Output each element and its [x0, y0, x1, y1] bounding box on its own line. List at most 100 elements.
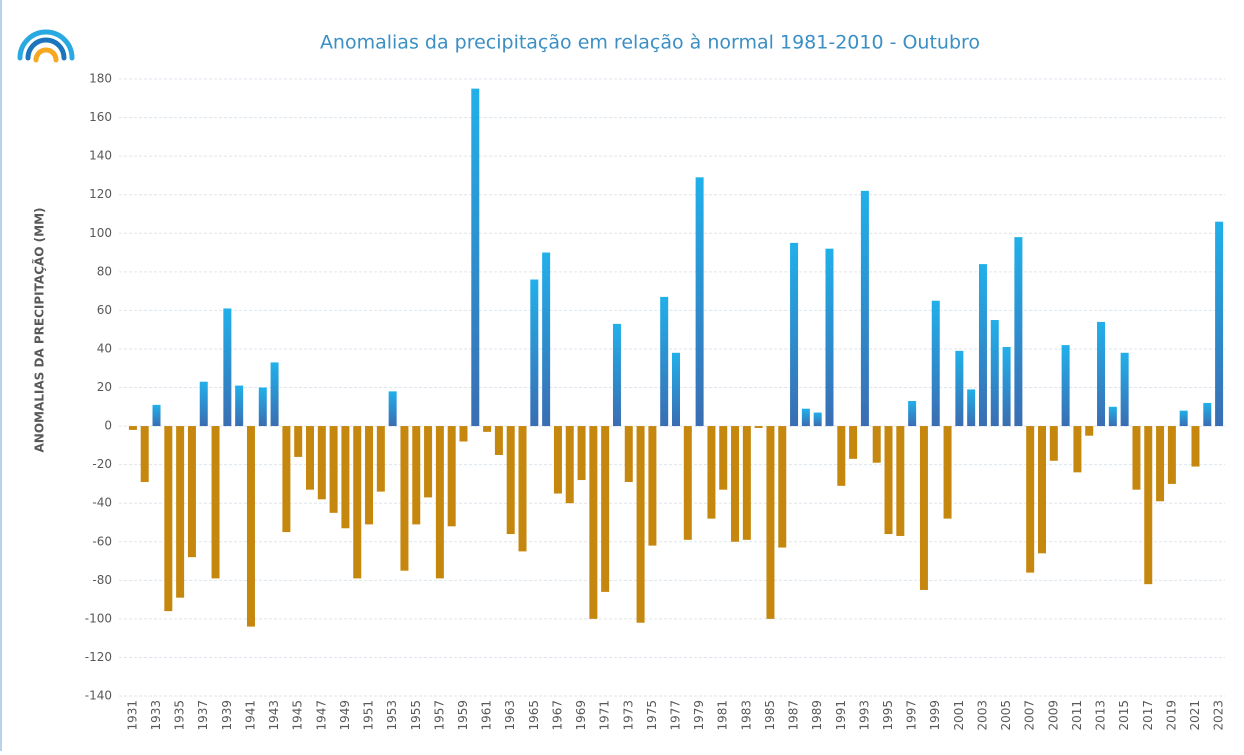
y-tick-label: 160 — [89, 110, 112, 124]
bar — [943, 426, 952, 519]
x-tick-label: 1931 — [125, 700, 139, 731]
x-tick-label: 1939 — [220, 700, 234, 731]
bar — [601, 426, 610, 592]
bar — [152, 404, 161, 427]
x-tick-label: 1993 — [857, 700, 871, 731]
x-tick-label: 1955 — [409, 700, 423, 731]
x-tick-label: 1997 — [905, 700, 919, 731]
bar — [1156, 426, 1165, 502]
x-tick-label: 1981 — [716, 700, 730, 731]
bar — [1061, 345, 1070, 427]
x-tick-label: 2015 — [1117, 700, 1131, 731]
x-tick-label: 1943 — [267, 700, 281, 731]
x-tick-label: 1953 — [385, 700, 399, 731]
x-tick-label: 1987 — [787, 700, 801, 731]
x-tick-label: 2013 — [1094, 700, 1108, 731]
x-tick-label: 1985 — [763, 700, 777, 731]
bar — [223, 308, 232, 427]
bar — [246, 426, 255, 627]
bar — [931, 300, 940, 427]
bar — [896, 426, 905, 536]
bar — [884, 426, 893, 535]
bar — [636, 426, 645, 623]
y-tick-label: -120 — [85, 650, 112, 664]
y-tick-label: -60 — [92, 534, 112, 548]
bar — [813, 412, 822, 427]
bar — [1014, 237, 1023, 427]
bar — [128, 426, 137, 430]
bar — [1049, 426, 1058, 461]
x-tick-label: 2017 — [1141, 700, 1155, 731]
y-tick-label: 120 — [89, 187, 112, 201]
bar — [187, 426, 196, 558]
y-tick-label: -20 — [92, 457, 112, 471]
bar — [872, 426, 881, 463]
x-tick-label: 2005 — [999, 700, 1013, 731]
bar — [317, 426, 326, 500]
chart-title: Anomalias da precipitação em relação à n… — [320, 32, 980, 54]
bar — [329, 426, 338, 513]
x-tick-label: 1935 — [173, 700, 187, 731]
x-tick-label: 2021 — [1188, 700, 1202, 731]
x-tick-label: 1961 — [480, 700, 494, 731]
bar — [270, 362, 279, 427]
x-tick-label: 1965 — [527, 700, 541, 731]
bar — [955, 350, 964, 427]
bar — [860, 190, 869, 427]
x-tick-label: 1989 — [810, 700, 824, 731]
bar — [1191, 426, 1200, 467]
x-tick-label: 1991 — [834, 700, 848, 731]
bar — [695, 177, 704, 427]
bar — [483, 426, 492, 432]
bar — [1167, 426, 1176, 484]
bar — [400, 426, 409, 571]
bar — [707, 426, 716, 519]
x-tick-label: 1973 — [621, 700, 635, 731]
bar — [577, 426, 586, 481]
bar — [388, 391, 397, 427]
x-tick-label: 1967 — [550, 700, 564, 731]
x-tick-label: 2019 — [1164, 700, 1178, 731]
bar — [624, 426, 633, 482]
bar — [1132, 426, 1141, 490]
bar — [1038, 426, 1046, 554]
x-tick-label: 2003 — [975, 700, 989, 731]
bar — [1097, 321, 1106, 427]
bar — [353, 426, 362, 579]
bar — [365, 426, 374, 525]
bar — [1215, 221, 1224, 427]
y-axis-label: ANOMALIAS DA PRECIPITAÇÃO (MM) — [32, 207, 47, 452]
bar — [801, 408, 810, 427]
bar — [683, 426, 692, 540]
x-tick-label: 2011 — [1070, 700, 1084, 731]
bar — [1073, 426, 1082, 473]
bar — [919, 426, 928, 590]
x-tick-label: 2001 — [952, 700, 966, 731]
bar — [612, 323, 621, 427]
bar — [967, 389, 976, 427]
bar — [978, 264, 987, 427]
x-tick-label: 1977 — [669, 700, 683, 731]
bar — [424, 426, 433, 498]
bar — [778, 426, 787, 548]
bar — [825, 248, 834, 427]
bar — [435, 426, 444, 579]
bar — [565, 426, 574, 504]
bar — [518, 426, 527, 552]
bar — [790, 242, 799, 427]
x-tick-label: 1963 — [503, 700, 517, 731]
y-tick-label: 20 — [97, 380, 112, 394]
x-tick-label: 1945 — [291, 700, 305, 731]
bar — [1203, 402, 1212, 427]
bar — [742, 426, 751, 540]
bar — [766, 426, 775, 619]
bar — [672, 352, 680, 427]
bar — [306, 426, 314, 490]
bar — [211, 426, 220, 579]
x-tick-label: 1949 — [338, 700, 352, 731]
bar — [849, 426, 858, 459]
bar — [199, 381, 208, 427]
x-tick-label: 1933 — [149, 700, 163, 731]
x-tick-label: 1983 — [739, 700, 753, 731]
